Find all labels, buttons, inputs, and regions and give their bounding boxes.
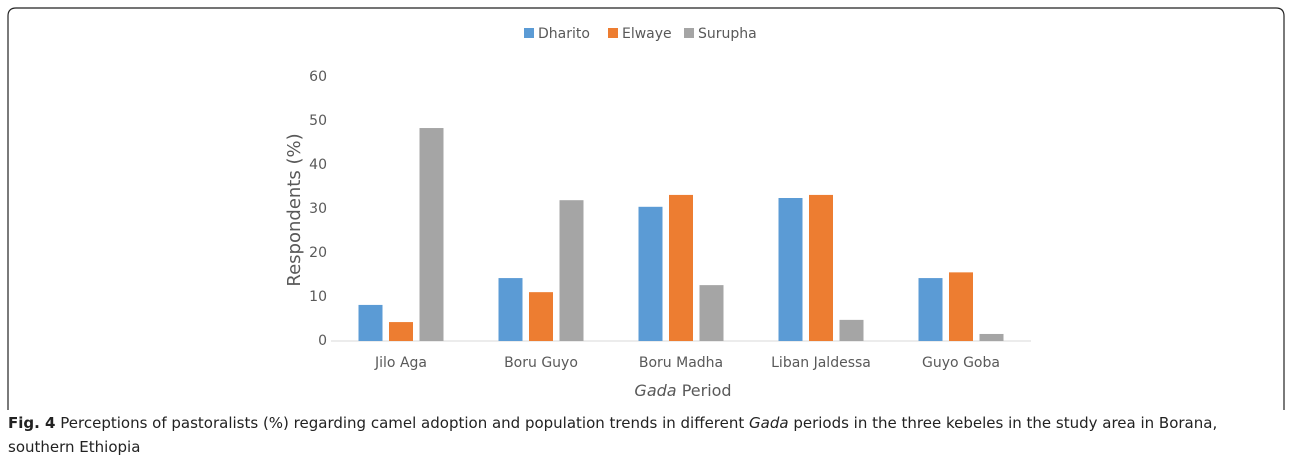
y-tick-label: 20 [309, 245, 327, 261]
caption-label: Fig. 4 [8, 414, 56, 432]
y-tick-label: 50 [309, 113, 327, 129]
y-tick-label: 10 [309, 289, 327, 305]
bar [419, 128, 444, 341]
frame [7, 7, 1285, 410]
x-tick-label: Jilo Aga [374, 355, 427, 371]
y-axis-title: Respondents (%) [284, 133, 305, 286]
x-tick-label: Boru Madha [639, 355, 723, 371]
y-tick-label: 30 [309, 201, 327, 217]
bar [809, 194, 833, 341]
bar [358, 304, 383, 341]
caption-text: periods in the three kebeles in the stud… [8, 414, 1218, 456]
y-tick-label: 60 [309, 69, 327, 85]
x-axis-title-italic: Gada [634, 381, 676, 400]
bar [559, 200, 584, 341]
bar [389, 322, 413, 341]
chart: Respondents (%) Gada Period 0 10 20 30 40 50 6… [7, 7, 1285, 410]
caption: Fig. 4 Perceptions of pastoralists (%) r… [8, 411, 1258, 459]
bar [949, 272, 973, 341]
bar [529, 292, 553, 341]
y-tick-label: 40 [309, 157, 327, 173]
bar [498, 278, 523, 341]
bar [778, 198, 803, 341]
legend-swatch [608, 28, 618, 38]
legend-label: Elwaye [622, 26, 672, 42]
bar [699, 285, 724, 341]
legend-swatch [684, 28, 694, 38]
x-axis-title: Gada Period [634, 381, 731, 400]
x-tick-label: Liban Jaldessa [771, 355, 871, 371]
x-axis-title-rest: Period [682, 381, 732, 400]
legend-swatch [524, 28, 534, 38]
caption-text: Perceptions of pastoralists (%) regardin… [60, 414, 750, 432]
bar [918, 278, 943, 341]
legend-label: Dharito [538, 26, 590, 42]
x-tick-label: Boru Guyo [504, 355, 578, 371]
y-tick-label: 0 [318, 333, 327, 349]
bar [979, 333, 1004, 341]
bar [638, 206, 663, 341]
legend-label: Surupha [698, 26, 757, 42]
x-tick-label: Guyo Goba [922, 355, 1000, 371]
caption-italic: Gada [749, 414, 789, 432]
bar [839, 319, 864, 341]
bar [669, 194, 693, 341]
